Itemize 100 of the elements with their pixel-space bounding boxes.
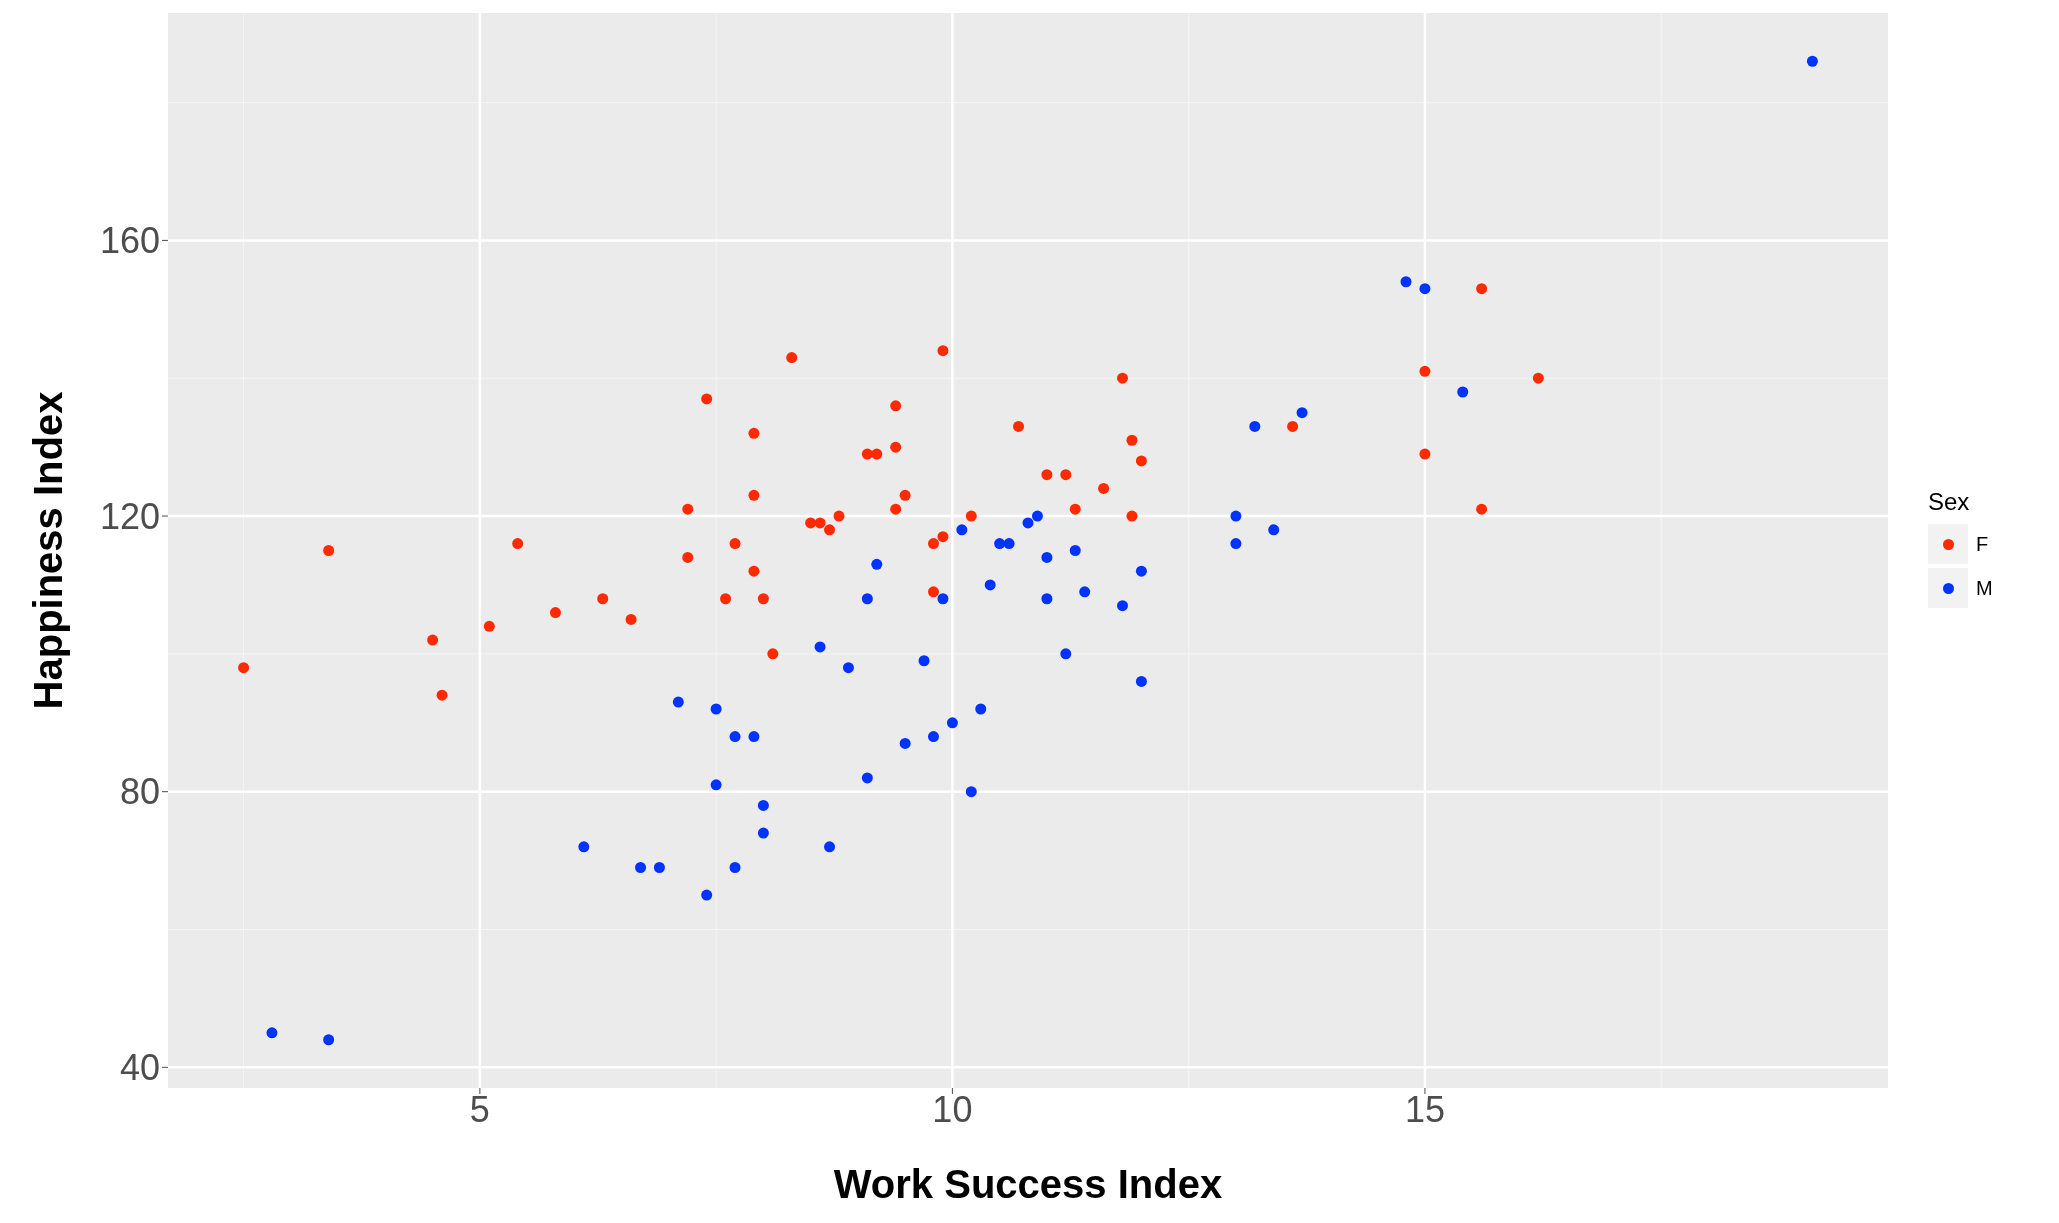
point (937, 531, 949, 543)
x-tick-label: 5 (469, 1088, 490, 1130)
point (1230, 538, 1242, 550)
point (1476, 503, 1488, 515)
point (1806, 55, 1818, 67)
point (672, 696, 684, 708)
point (994, 538, 1006, 550)
point (1069, 503, 1081, 515)
point (682, 551, 694, 563)
y-tick-label: 40 (119, 1047, 160, 1089)
point (1400, 276, 1412, 288)
point (928, 538, 939, 550)
x-axis-title: Work Success Index (833, 1162, 1223, 1206)
point (814, 517, 826, 529)
point (729, 538, 741, 550)
point (890, 441, 902, 453)
point (1031, 510, 1043, 522)
point (937, 345, 949, 357)
point (861, 593, 873, 605)
point (1230, 510, 1242, 522)
point (748, 731, 760, 743)
point (965, 510, 977, 522)
point (937, 593, 949, 605)
point (928, 586, 939, 598)
point (965, 786, 977, 798)
point (549, 607, 561, 619)
point (890, 503, 902, 515)
point (899, 489, 911, 501)
point (805, 517, 817, 529)
point (1249, 420, 1261, 432)
point (682, 503, 694, 515)
point (1060, 469, 1072, 481)
point (946, 717, 958, 729)
legend-title: Sex (1928, 488, 1971, 516)
point (1476, 283, 1488, 295)
point (1287, 420, 1299, 432)
point (720, 593, 732, 605)
y-tick-label: 120 (99, 495, 160, 537)
point (1126, 510, 1138, 522)
point (1532, 372, 1544, 384)
point (757, 799, 769, 811)
x-tick-label: 10 (932, 1088, 973, 1130)
point (710, 779, 722, 791)
legend-label: F (1976, 532, 1989, 556)
point (729, 861, 741, 873)
y-tick-label: 80 (119, 771, 160, 813)
point (635, 861, 647, 873)
point (653, 861, 665, 873)
point (1268, 524, 1280, 536)
point (861, 772, 873, 784)
point (861, 448, 873, 460)
point (1013, 420, 1025, 432)
point (701, 393, 713, 405)
point (984, 579, 996, 591)
point (701, 889, 713, 901)
point (1117, 600, 1129, 612)
y-tick-label: 160 (99, 220, 160, 262)
point (975, 703, 987, 715)
y-axis-title: Happiness Index (26, 391, 71, 710)
point (824, 524, 836, 536)
point (1419, 448, 1431, 460)
point (757, 827, 769, 839)
point (1419, 283, 1431, 295)
point (1135, 455, 1147, 467)
point (578, 841, 590, 853)
point (748, 427, 760, 439)
point (1041, 551, 1053, 563)
point (1457, 386, 1469, 398)
point (1041, 593, 1053, 605)
point (729, 731, 741, 743)
point (1135, 675, 1147, 687)
point (928, 731, 939, 743)
point (1098, 482, 1110, 494)
point (918, 655, 930, 667)
point (956, 524, 968, 536)
point (767, 648, 779, 660)
point (266, 1027, 278, 1039)
point (323, 545, 335, 556)
point (824, 841, 836, 853)
point (890, 400, 902, 412)
point (710, 703, 722, 715)
point (1022, 517, 1034, 529)
point (427, 634, 439, 646)
point (483, 620, 495, 632)
point (436, 689, 448, 701)
point (871, 558, 883, 570)
point (323, 1034, 335, 1046)
legend-label: M (1976, 576, 1993, 600)
point (1041, 469, 1053, 481)
point (842, 662, 854, 674)
point (748, 565, 760, 577)
x-tick-label: 15 (1404, 1088, 1445, 1130)
point (748, 489, 760, 501)
point (625, 613, 637, 625)
point (1079, 586, 1091, 598)
point (1069, 545, 1081, 556)
point (871, 448, 883, 460)
point (512, 538, 524, 550)
point (1419, 365, 1431, 377)
point (899, 737, 911, 749)
